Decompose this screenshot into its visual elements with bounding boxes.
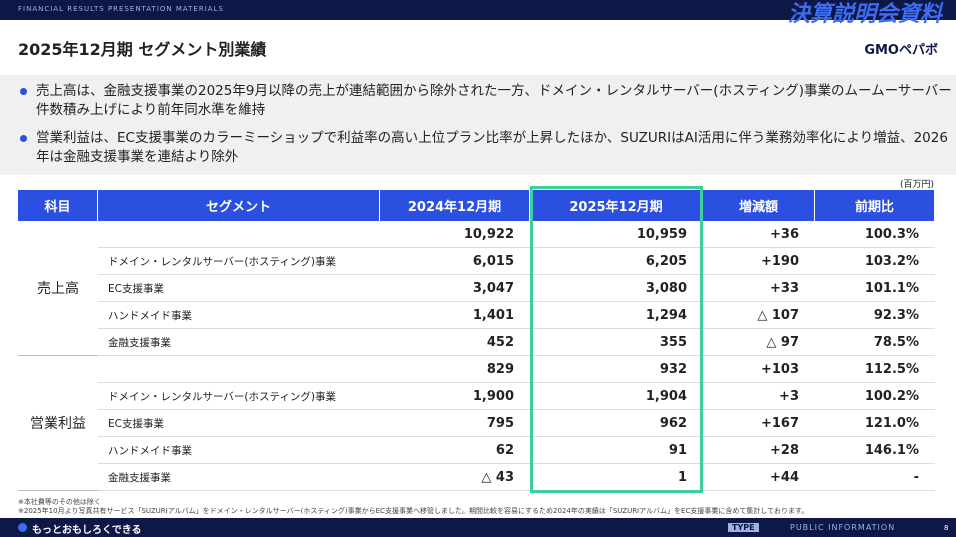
unit: (百万円) bbox=[899, 180, 934, 190]
value: 146.1% bbox=[815, 437, 935, 464]
logo: GMOペパボ bbox=[864, 43, 938, 58]
segment bbox=[98, 356, 380, 383]
column-header: 科目 bbox=[18, 190, 98, 221]
value: △ 43 bbox=[380, 464, 530, 491]
value: +33 bbox=[703, 275, 815, 302]
value: △ 97 bbox=[703, 329, 815, 356]
group-label: 営業利益 bbox=[18, 356, 98, 491]
segment: 金融支援事業 bbox=[98, 329, 380, 356]
value: - bbox=[815, 464, 935, 491]
top-bar bbox=[0, 0, 956, 20]
bullet: 営業利益は、EC支援事業のカラーミーショップで利益率の高い上位プラン比率が上昇し… bbox=[20, 129, 956, 167]
value: 10,922 bbox=[380, 221, 530, 248]
value: +3 bbox=[703, 383, 815, 410]
segment: ドメイン・レンタルサーバー(ホスティング)事業 bbox=[98, 248, 380, 275]
footnote: ※2025年10月より写真共有サービス「SUZURIアルバム」をドメイン・レンタ… bbox=[18, 507, 809, 515]
value: 78.5% bbox=[815, 329, 935, 356]
value: 6,015 bbox=[380, 248, 530, 275]
value: 100.2% bbox=[815, 383, 935, 410]
value: 91 bbox=[530, 437, 703, 464]
column-header: セグメント bbox=[98, 190, 380, 221]
value: 103.2% bbox=[815, 248, 935, 275]
value: 1,904 bbox=[530, 383, 703, 410]
value: +167 bbox=[703, 410, 815, 437]
value: 962 bbox=[530, 410, 703, 437]
value: 6,205 bbox=[530, 248, 703, 275]
column-header: 前期比 bbox=[815, 190, 935, 221]
value: △ 107 bbox=[703, 302, 815, 329]
column-header: 2025年12月期 bbox=[530, 190, 703, 221]
icon bbox=[18, 523, 27, 532]
value: 452 bbox=[380, 329, 530, 356]
value: +190 bbox=[703, 248, 815, 275]
value: 101.1% bbox=[815, 275, 935, 302]
page-number: 8 bbox=[944, 524, 949, 532]
value: 112.5% bbox=[815, 356, 935, 383]
value: 100.3% bbox=[815, 221, 935, 248]
value: +103 bbox=[703, 356, 815, 383]
column-header: 2024年12月期 bbox=[380, 190, 530, 221]
value: 3,047 bbox=[380, 275, 530, 302]
value: 1,294 bbox=[530, 302, 703, 329]
column-header: 増減額 bbox=[703, 190, 815, 221]
segment: 金融支援事業 bbox=[98, 464, 380, 491]
value: 3,080 bbox=[530, 275, 703, 302]
value: 62 bbox=[380, 437, 530, 464]
bullet: 売上高は、金融支援事業の2025年9月以降の売上が連結範囲から除外された一方、ド… bbox=[20, 82, 956, 120]
segment: EC支援事業 bbox=[98, 410, 380, 437]
segment: ドメイン・レンタルサーバー(ホスティング)事業 bbox=[98, 383, 380, 410]
segment bbox=[98, 221, 380, 248]
tagline: もっとおもしろくできる bbox=[32, 525, 142, 536]
segment: ハンドメイド事業 bbox=[98, 302, 380, 329]
value: 121.0% bbox=[815, 410, 935, 437]
value: 1,401 bbox=[380, 302, 530, 329]
footnote: ※本社費等のその他は除く bbox=[18, 498, 101, 506]
value: 932 bbox=[530, 356, 703, 383]
eyebrow: FINANCIAL RESULTS PRESENTATION MATERIALS bbox=[18, 5, 224, 13]
tag: TYPE bbox=[728, 523, 759, 532]
value: 795 bbox=[380, 410, 530, 437]
value: 355 bbox=[530, 329, 703, 356]
summary-box: 売上高は、金融支援事業の2025年9月以降の売上が連結範囲から除外された一方、ド… bbox=[0, 75, 956, 175]
highlight bbox=[530, 186, 703, 493]
value: +44 bbox=[703, 464, 815, 491]
badge: 決算説明会資料 bbox=[787, 2, 942, 27]
group-label: 売上高 bbox=[18, 221, 98, 356]
value: +28 bbox=[703, 437, 815, 464]
value: 10,959 bbox=[530, 221, 703, 248]
classification: PUBLIC INFORMATION bbox=[790, 523, 896, 532]
segment: EC支援事業 bbox=[98, 275, 380, 302]
segment: ハンドメイド事業 bbox=[98, 437, 380, 464]
title: 2025年12月期 セグメント別業績 bbox=[18, 40, 267, 59]
value: +36 bbox=[703, 221, 815, 248]
value: 829 bbox=[380, 356, 530, 383]
value: 1,900 bbox=[380, 383, 530, 410]
bottom-bar bbox=[0, 518, 956, 537]
value: 92.3% bbox=[815, 302, 935, 329]
